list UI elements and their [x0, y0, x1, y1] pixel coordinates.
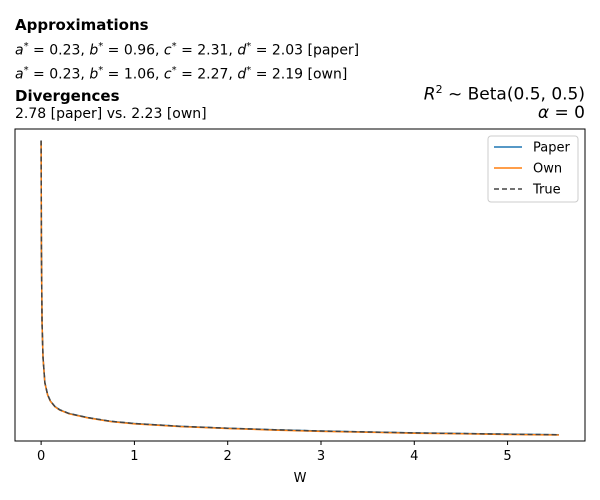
tilde: ~	[447, 84, 463, 105]
approximations-title: Approximations	[15, 16, 149, 34]
series-line-own	[40, 140, 559, 436]
alpha-symbol: α	[537, 103, 550, 123]
legend-label-true: True	[532, 183, 561, 198]
d-symbol: d	[237, 66, 247, 83]
series-line-true	[40, 140, 559, 436]
c-value: = 2.31,	[181, 42, 233, 59]
divergences-title: Divergences	[15, 87, 120, 105]
c-symbol: c	[163, 42, 172, 59]
divergences-text: 2.78 [paper] vs. 2.23 [own]	[15, 106, 207, 122]
prior-distribution: Beta(0.5, 0.5)	[467, 84, 585, 105]
approx-own-line: a* = 0.23, b* = 1.06, c* = 2.27, d* = 2.…	[15, 65, 348, 83]
r-superscript: 2	[435, 83, 443, 96]
b-symbol: b	[89, 66, 99, 83]
x-axis: 0 1 2 3 4 5	[37, 441, 512, 464]
b-symbol: b	[89, 42, 99, 59]
d-value: = 2.19	[255, 66, 304, 83]
own-tag: [own]	[307, 66, 348, 83]
b-value: = 1.06,	[107, 66, 160, 83]
legend-label-paper: Paper	[533, 141, 570, 156]
a-value: = 0.23,	[33, 66, 85, 83]
x-tick-label: 0	[37, 449, 45, 464]
x-tick-label: 3	[317, 449, 325, 464]
x-tick-label: 5	[503, 449, 511, 464]
a-symbol: a	[15, 42, 24, 59]
prior-label: R2 ~ Beta(0.5, 0.5)	[424, 84, 585, 104]
x-tick-label: 4	[410, 449, 418, 464]
d-symbol: d	[237, 42, 247, 59]
x-tick-label: 1	[130, 449, 138, 464]
d-value: = 2.03	[255, 42, 304, 59]
b-value: = 0.96,	[107, 42, 160, 59]
plot-frame	[14, 128, 586, 442]
alpha-label: α = 0	[538, 105, 585, 122]
curves	[40, 140, 559, 436]
series-line-paper	[40, 140, 559, 436]
alpha-value: = 0	[554, 103, 585, 123]
x-axis-label: W	[294, 471, 307, 486]
legend-frame	[487, 135, 579, 203]
c-value: = 2.27,	[181, 66, 233, 83]
r-symbol: R	[423, 84, 436, 105]
paper-tag: [paper]	[307, 42, 360, 59]
c-symbol: c	[163, 66, 172, 83]
legend-label-own: Own	[533, 162, 562, 177]
a-value: = 0.23,	[33, 42, 85, 59]
legend: Paper Own True	[487, 135, 579, 203]
x-tick-label: 2	[224, 449, 232, 464]
approx-paper-line: a* = 0.23, b* = 0.96, c* = 2.31, d* = 2.…	[15, 41, 360, 59]
a-symbol: a	[15, 66, 24, 83]
